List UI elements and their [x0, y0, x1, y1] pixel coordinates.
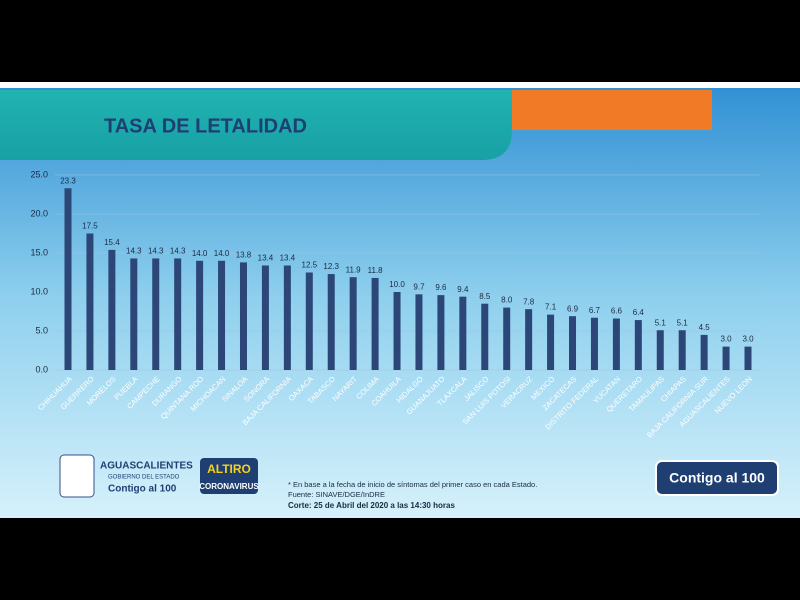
bar — [656, 330, 664, 370]
bar — [722, 346, 730, 370]
campaign-bottom: CORONAVIRUS — [199, 482, 259, 491]
bar — [349, 277, 357, 370]
value-label: 7.8 — [523, 297, 535, 306]
value-label: 6.9 — [567, 304, 579, 313]
bar — [744, 346, 752, 370]
bar — [612, 318, 620, 370]
state-logo: AGUASCALIENTES — [100, 461, 193, 472]
bar — [305, 272, 313, 370]
state-logo-sub: GOBIERNO DEL ESTADO — [108, 475, 180, 481]
value-label: 14.3 — [126, 247, 142, 256]
bar — [503, 307, 511, 370]
bar — [590, 317, 598, 370]
value-label: 9.6 — [435, 283, 447, 292]
y-tick-label: 5.0 — [35, 325, 48, 335]
bar — [547, 314, 555, 370]
title-banner — [0, 90, 512, 160]
value-label: 8.5 — [479, 292, 491, 301]
bar — [86, 233, 94, 370]
bar — [481, 303, 489, 370]
value-label: 12.3 — [323, 262, 339, 271]
value-label: 11.8 — [368, 266, 384, 275]
value-label: 5.1 — [655, 318, 667, 327]
bar — [437, 295, 445, 370]
value-label: 3.0 — [721, 335, 733, 344]
value-label: 14.3 — [170, 247, 186, 256]
bar — [218, 260, 226, 370]
value-label: 9.7 — [413, 282, 425, 291]
bar — [196, 260, 204, 370]
value-label: 23.3 — [60, 176, 76, 185]
bar — [525, 309, 533, 370]
chart-title: TASA DE LETALIDAD — [104, 115, 307, 137]
footer: AGUASCALIENTES GOBIERNO DEL ESTADO Conti… — [59, 454, 779, 510]
value-label: 11.9 — [346, 265, 362, 274]
slogan: Contigo al 100 — [108, 484, 177, 495]
badge — [655, 460, 779, 496]
bar — [239, 262, 247, 370]
bar — [634, 320, 642, 370]
bar — [700, 334, 708, 370]
value-label: 5.1 — [677, 318, 689, 327]
y-tick-label: 20.0 — [30, 208, 48, 218]
value-label: 7.1 — [545, 303, 557, 312]
y-tick-label: 15.0 — [30, 247, 48, 257]
bar — [108, 249, 116, 370]
bar — [371, 277, 379, 370]
cutoff: Corte: 25 de Abril del 2020 a las 14:30 … — [288, 501, 455, 510]
value-label: 3.0 — [742, 335, 754, 344]
bar — [64, 188, 72, 370]
bar — [261, 265, 269, 370]
value-label: 6.6 — [611, 307, 623, 316]
campaign-top: ALTIRO — [207, 462, 251, 476]
bar — [678, 330, 686, 370]
value-label: 14.3 — [148, 247, 164, 256]
bar — [569, 316, 577, 370]
value-label: 6.7 — [589, 306, 601, 315]
value-label: 13.4 — [258, 254, 274, 263]
source: Fuente: SINAVE/DGE/InDRE — [288, 490, 385, 499]
top-strip — [0, 82, 800, 88]
bar — [415, 294, 423, 370]
bar — [174, 258, 182, 370]
value-label: 4.5 — [699, 323, 711, 332]
value-label: 14.0 — [214, 249, 230, 258]
bar — [130, 258, 138, 370]
value-label: 15.4 — [104, 238, 120, 247]
orange-bar — [480, 90, 712, 130]
y-tick-label: 25.0 — [30, 169, 48, 179]
value-label: 17.5 — [82, 222, 98, 231]
note: * En base a la fecha de inicio de síntom… — [288, 480, 537, 489]
y-tick-label: 0.0 — [35, 364, 48, 374]
value-label: 12.5 — [302, 261, 318, 270]
campaign-logo — [200, 458, 258, 494]
value-label: 14.0 — [192, 249, 208, 258]
bar — [459, 296, 467, 370]
coat-of-arms — [59, 454, 95, 498]
bar — [393, 292, 401, 370]
value-label: 13.4 — [280, 254, 296, 263]
value-label: 9.4 — [457, 285, 469, 294]
badge-text: Contigo al 100 — [669, 470, 765, 486]
value-label: 8.0 — [501, 296, 513, 305]
bar — [327, 274, 335, 370]
bar — [283, 265, 291, 370]
value-label: 10.0 — [389, 280, 405, 289]
y-tick-label: 10.0 — [30, 286, 48, 296]
value-label: 13.8 — [236, 250, 252, 259]
bar — [152, 258, 160, 370]
value-label: 6.4 — [633, 308, 645, 317]
